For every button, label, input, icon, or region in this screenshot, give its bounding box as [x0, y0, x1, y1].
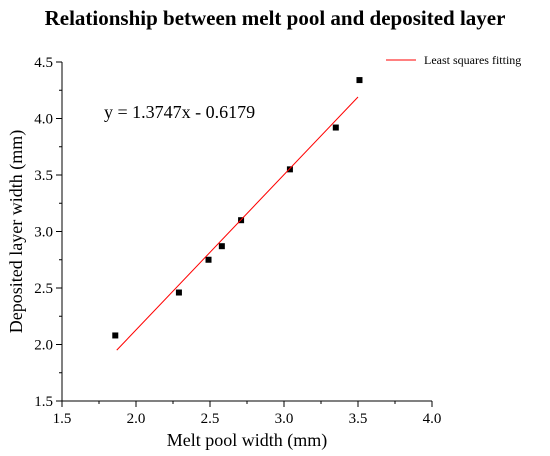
x-tick-label: 3.0 [275, 411, 294, 427]
y-tick-label: 3.0 [34, 225, 53, 241]
legend: Least squares fitting [386, 53, 521, 67]
data-point [112, 332, 118, 338]
y-tick-label: 2.0 [34, 338, 53, 354]
x-tick-label: 2.0 [127, 411, 146, 427]
x-tick-label: 2.5 [201, 411, 220, 427]
fit-line [117, 97, 358, 350]
y-tick-label: 1.5 [34, 394, 53, 410]
data-point [176, 290, 182, 296]
y-axis-title: Deposited layer width (mm) [6, 130, 27, 333]
data-point [356, 77, 362, 83]
x-tick-label: 1.5 [53, 411, 72, 427]
x-tick-label: 4.0 [423, 411, 442, 427]
y-tick-label: 3.5 [34, 168, 53, 184]
y-tick-label: 2.5 [34, 281, 53, 297]
data-point [333, 125, 339, 131]
y-tick-label: 4.0 [34, 112, 53, 128]
legend-label: Least squares fitting [424, 53, 521, 67]
chart-labels: 1.5 2.0 2.5 3.0 3.5 4.0 1.5 2.0 2.5 3.0 3.5 4.0 4.5 M… [6, 55, 441, 451]
x-axis-title: Melt pool width (mm) [167, 430, 328, 451]
equation-annotation: y = 1.3747x - 0.6179 [104, 102, 255, 122]
data-point [206, 257, 212, 263]
data-point [287, 166, 293, 172]
x-tick-label: 3.5 [349, 411, 368, 427]
y-tick-label: 4.5 [34, 55, 53, 71]
data-point [219, 243, 225, 249]
